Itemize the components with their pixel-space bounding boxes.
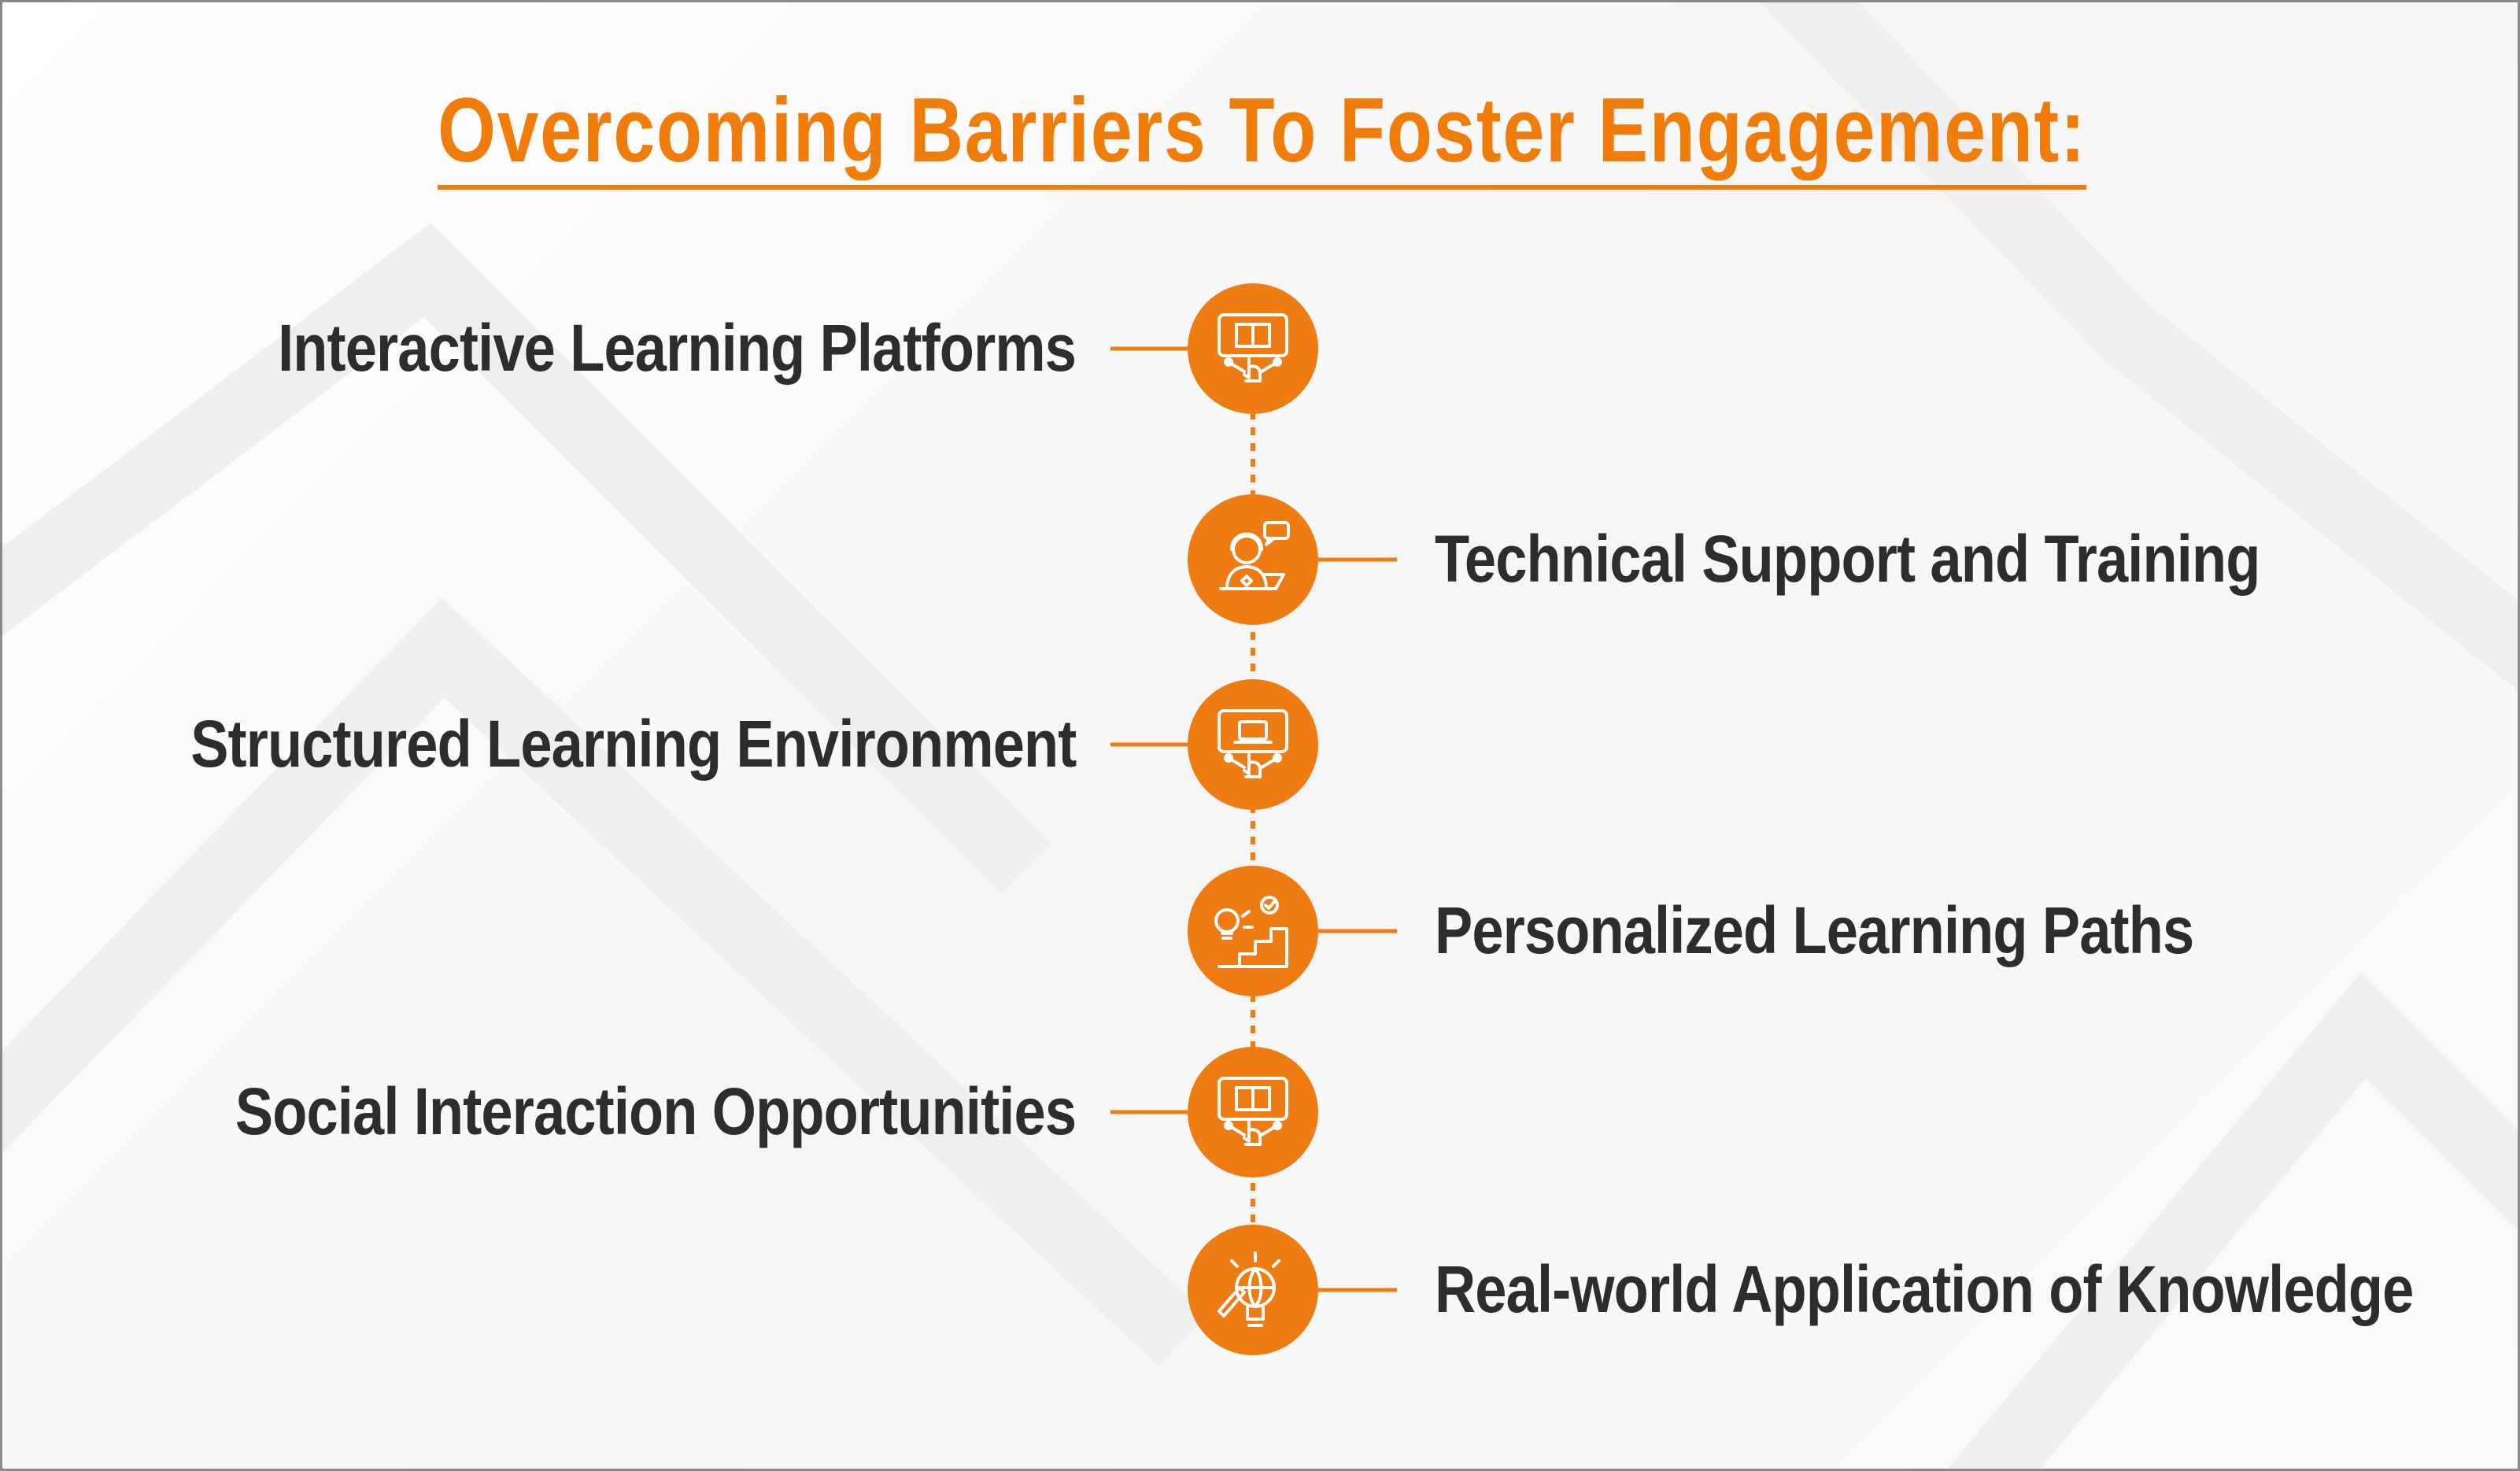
globe-bulb-icon (1218, 1251, 1280, 1327)
page-title: Overcoming Barriers To Foster Engagement… (2, 75, 2518, 190)
touch-screen-icon (1218, 313, 1288, 383)
item-node-2 (1188, 494, 1318, 625)
support-agent-icon (1219, 521, 1290, 590)
item-node-3 (1188, 679, 1318, 810)
item-node-4 (1188, 866, 1318, 996)
item-label-6: Real-world Application of Knowledge (1435, 1252, 2414, 1326)
item-label-1: Interactive Learning Platforms (278, 311, 1077, 385)
item-node-6 (1188, 1225, 1318, 1355)
item-label-5: Social Interaction Opportunities (235, 1074, 1077, 1148)
item-label-4: Personalized Learning Paths (1435, 893, 2194, 967)
item-node-1 (1188, 283, 1318, 414)
touch-screen-icon (1218, 1077, 1288, 1146)
laptop-screen-icon (1218, 709, 1288, 778)
idea-steps-icon (1214, 896, 1288, 968)
item-label-3: Structured Learning Environment (190, 707, 1077, 781)
item-label-2: Technical Support and Training (1435, 522, 2260, 596)
item-node-5 (1188, 1047, 1318, 1177)
